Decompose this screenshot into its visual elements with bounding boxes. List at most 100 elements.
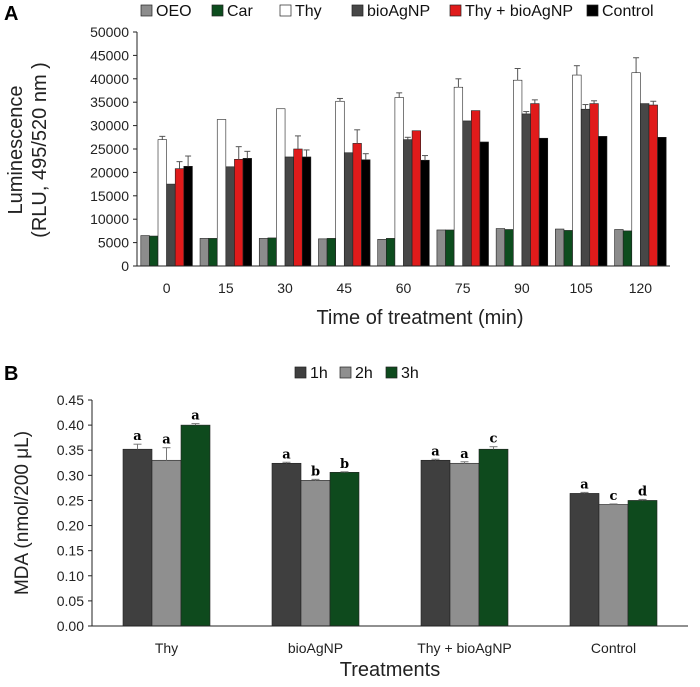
- legend-item-3h: 3h: [385, 365, 419, 382]
- panel-b-label: B: [4, 363, 18, 385]
- significance-letter: a: [460, 447, 469, 462]
- panel-b-bars: a a a a b b a a c a c d: [122, 409, 658, 627]
- y-tick-label: 40000: [90, 71, 129, 87]
- legend-swatch-bioagnp: [351, 4, 364, 17]
- significance-letter: a: [580, 477, 589, 492]
- panel-a-bars: [140, 57, 667, 267]
- legend-item-control: Control: [586, 3, 654, 20]
- y-tick-label: 35000: [90, 94, 129, 110]
- y-tick-label: 0.40: [57, 417, 84, 433]
- significance-letter: c: [490, 432, 498, 447]
- panel-a-y-axis-title-line1: Luminescence: [5, 86, 27, 215]
- significance-letter: a: [431, 444, 440, 459]
- legend-item-thy-bioagnp: Thy + bioAgNP: [449, 3, 573, 20]
- bar-car-45: [326, 238, 336, 267]
- legend-swatch-3h: [385, 366, 398, 379]
- bar-control-45: [361, 159, 371, 267]
- bar-bioagnp-120: [640, 103, 650, 267]
- bar-1h-thy: [122, 448, 153, 627]
- bar-thy-90: [513, 79, 523, 267]
- significance-letter: a: [282, 447, 291, 462]
- legend-item-1h: 1h: [294, 365, 328, 382]
- bar-bioagnp-105: [580, 108, 591, 267]
- legend-label-bioagnp: bioAgNP: [367, 3, 430, 20]
- y-tick-label: 50000: [90, 24, 129, 40]
- bar-control-75: [479, 141, 489, 267]
- bar-bioagnp-15: [225, 166, 235, 267]
- legend-swatch-2h: [339, 366, 352, 379]
- bar-oeo-60: [377, 239, 387, 267]
- y-tick-label: 0.25: [57, 492, 84, 508]
- y-tick-label: 20000: [90, 164, 129, 180]
- bar-2h-thy-bioagnp: [449, 462, 480, 627]
- legend-swatch-car: [211, 4, 224, 17]
- bar-car-105: [563, 230, 573, 267]
- bar-thy-bioagnp-60: [411, 130, 422, 267]
- x-tick-label: 105: [569, 280, 593, 296]
- bar-thy-bioagnp-45: [352, 143, 362, 267]
- panel-a-y-axis-title-line2: (RLU, 495/520 nm ): [29, 62, 51, 238]
- x-tick-label: Thy: [155, 640, 178, 656]
- legend-swatch-oeo: [140, 4, 153, 17]
- significance-letter: a: [162, 433, 171, 448]
- bar-2h-bioagnp: [300, 480, 331, 627]
- panel-b-y-axis-title: MDA (nmol/200 μL): [12, 431, 33, 595]
- bar-thy-60: [394, 97, 404, 267]
- y-tick-label: 0.30: [57, 467, 84, 483]
- bar-thy-bioagnp-15: [234, 158, 244, 267]
- legend-label-car: Car: [227, 3, 253, 20]
- bar-bioagnp-45: [343, 152, 354, 267]
- significance-letter: c: [610, 489, 618, 504]
- bar-thy-bioagnp-120: [648, 104, 658, 267]
- legend-item-2h: 2h: [339, 365, 373, 382]
- bar-thy-30: [276, 108, 286, 267]
- bar-bioagnp-75: [462, 120, 472, 267]
- bar-car-30: [267, 237, 277, 267]
- panel-a-x-ticks: 0 15 30 45 60 75 90 105 120: [163, 280, 653, 296]
- bar-2h-control: [598, 504, 629, 627]
- legend-swatch-control: [586, 4, 599, 17]
- bar-control-90: [538, 137, 549, 267]
- legend-item-oeo: OEO: [140, 3, 192, 20]
- legend-swatch-thy: [279, 4, 292, 17]
- bar-oeo-120: [614, 229, 624, 267]
- bar-oeo-30: [258, 238, 269, 267]
- bar-car-60: [385, 238, 396, 267]
- legend-label-oeo: OEO: [156, 3, 192, 20]
- bar-oeo-0: [140, 235, 150, 267]
- bar-thy-bioagnp-90: [530, 103, 540, 267]
- bar-car-75: [445, 229, 455, 267]
- legend-swatch-1h: [294, 366, 307, 379]
- bar-thy-bioagnp-30: [293, 148, 303, 267]
- legend-label-thy: Thy: [295, 3, 322, 20]
- bar-thy-bioagnp-0: [174, 168, 185, 267]
- bar-oeo-105: [555, 228, 565, 267]
- legend-label-2h: 2h: [355, 365, 373, 382]
- y-tick-label: 0.05: [57, 593, 84, 609]
- legend-item-car: Car: [211, 3, 253, 20]
- bar-thy-0: [157, 139, 167, 267]
- y-tick-label: 0.20: [57, 518, 84, 534]
- legend-item-bioagnp: bioAgNP: [351, 3, 430, 20]
- x-tick-label: Control: [591, 640, 636, 656]
- significance-letter: d: [638, 484, 647, 499]
- panel-b-y-ticks: 0.00 0.05 0.10 0.15 0.20 0.25 0.30 0.35 0.40 0.45: [57, 392, 92, 634]
- y-tick-label: 10000: [90, 211, 129, 227]
- y-tick-label: 15000: [90, 188, 129, 204]
- bar-control-0: [183, 166, 193, 267]
- x-tick-label: 30: [277, 280, 293, 296]
- y-tick-label: 0.15: [57, 543, 84, 559]
- x-tick-label: 60: [396, 280, 412, 296]
- legend-label-3h: 3h: [401, 365, 419, 382]
- bar-thy-bioagnp-75: [471, 110, 481, 267]
- panel-b-legend: 1h 2h 3h: [294, 365, 419, 382]
- x-tick-label: 90: [514, 280, 530, 296]
- panel-a-legend: OEO Car Thy bioAgNP Thy + bioAgNP Control: [140, 3, 654, 20]
- x-tick-label: Thy + bioAgNP: [417, 640, 512, 656]
- legend-label-1h: 1h: [310, 365, 328, 382]
- x-tick-label: 75: [455, 280, 471, 296]
- y-tick-label: 0.10: [57, 568, 84, 584]
- bar-thy-120: [631, 72, 641, 267]
- bar-3h-thy-bioagnp: [478, 448, 509, 627]
